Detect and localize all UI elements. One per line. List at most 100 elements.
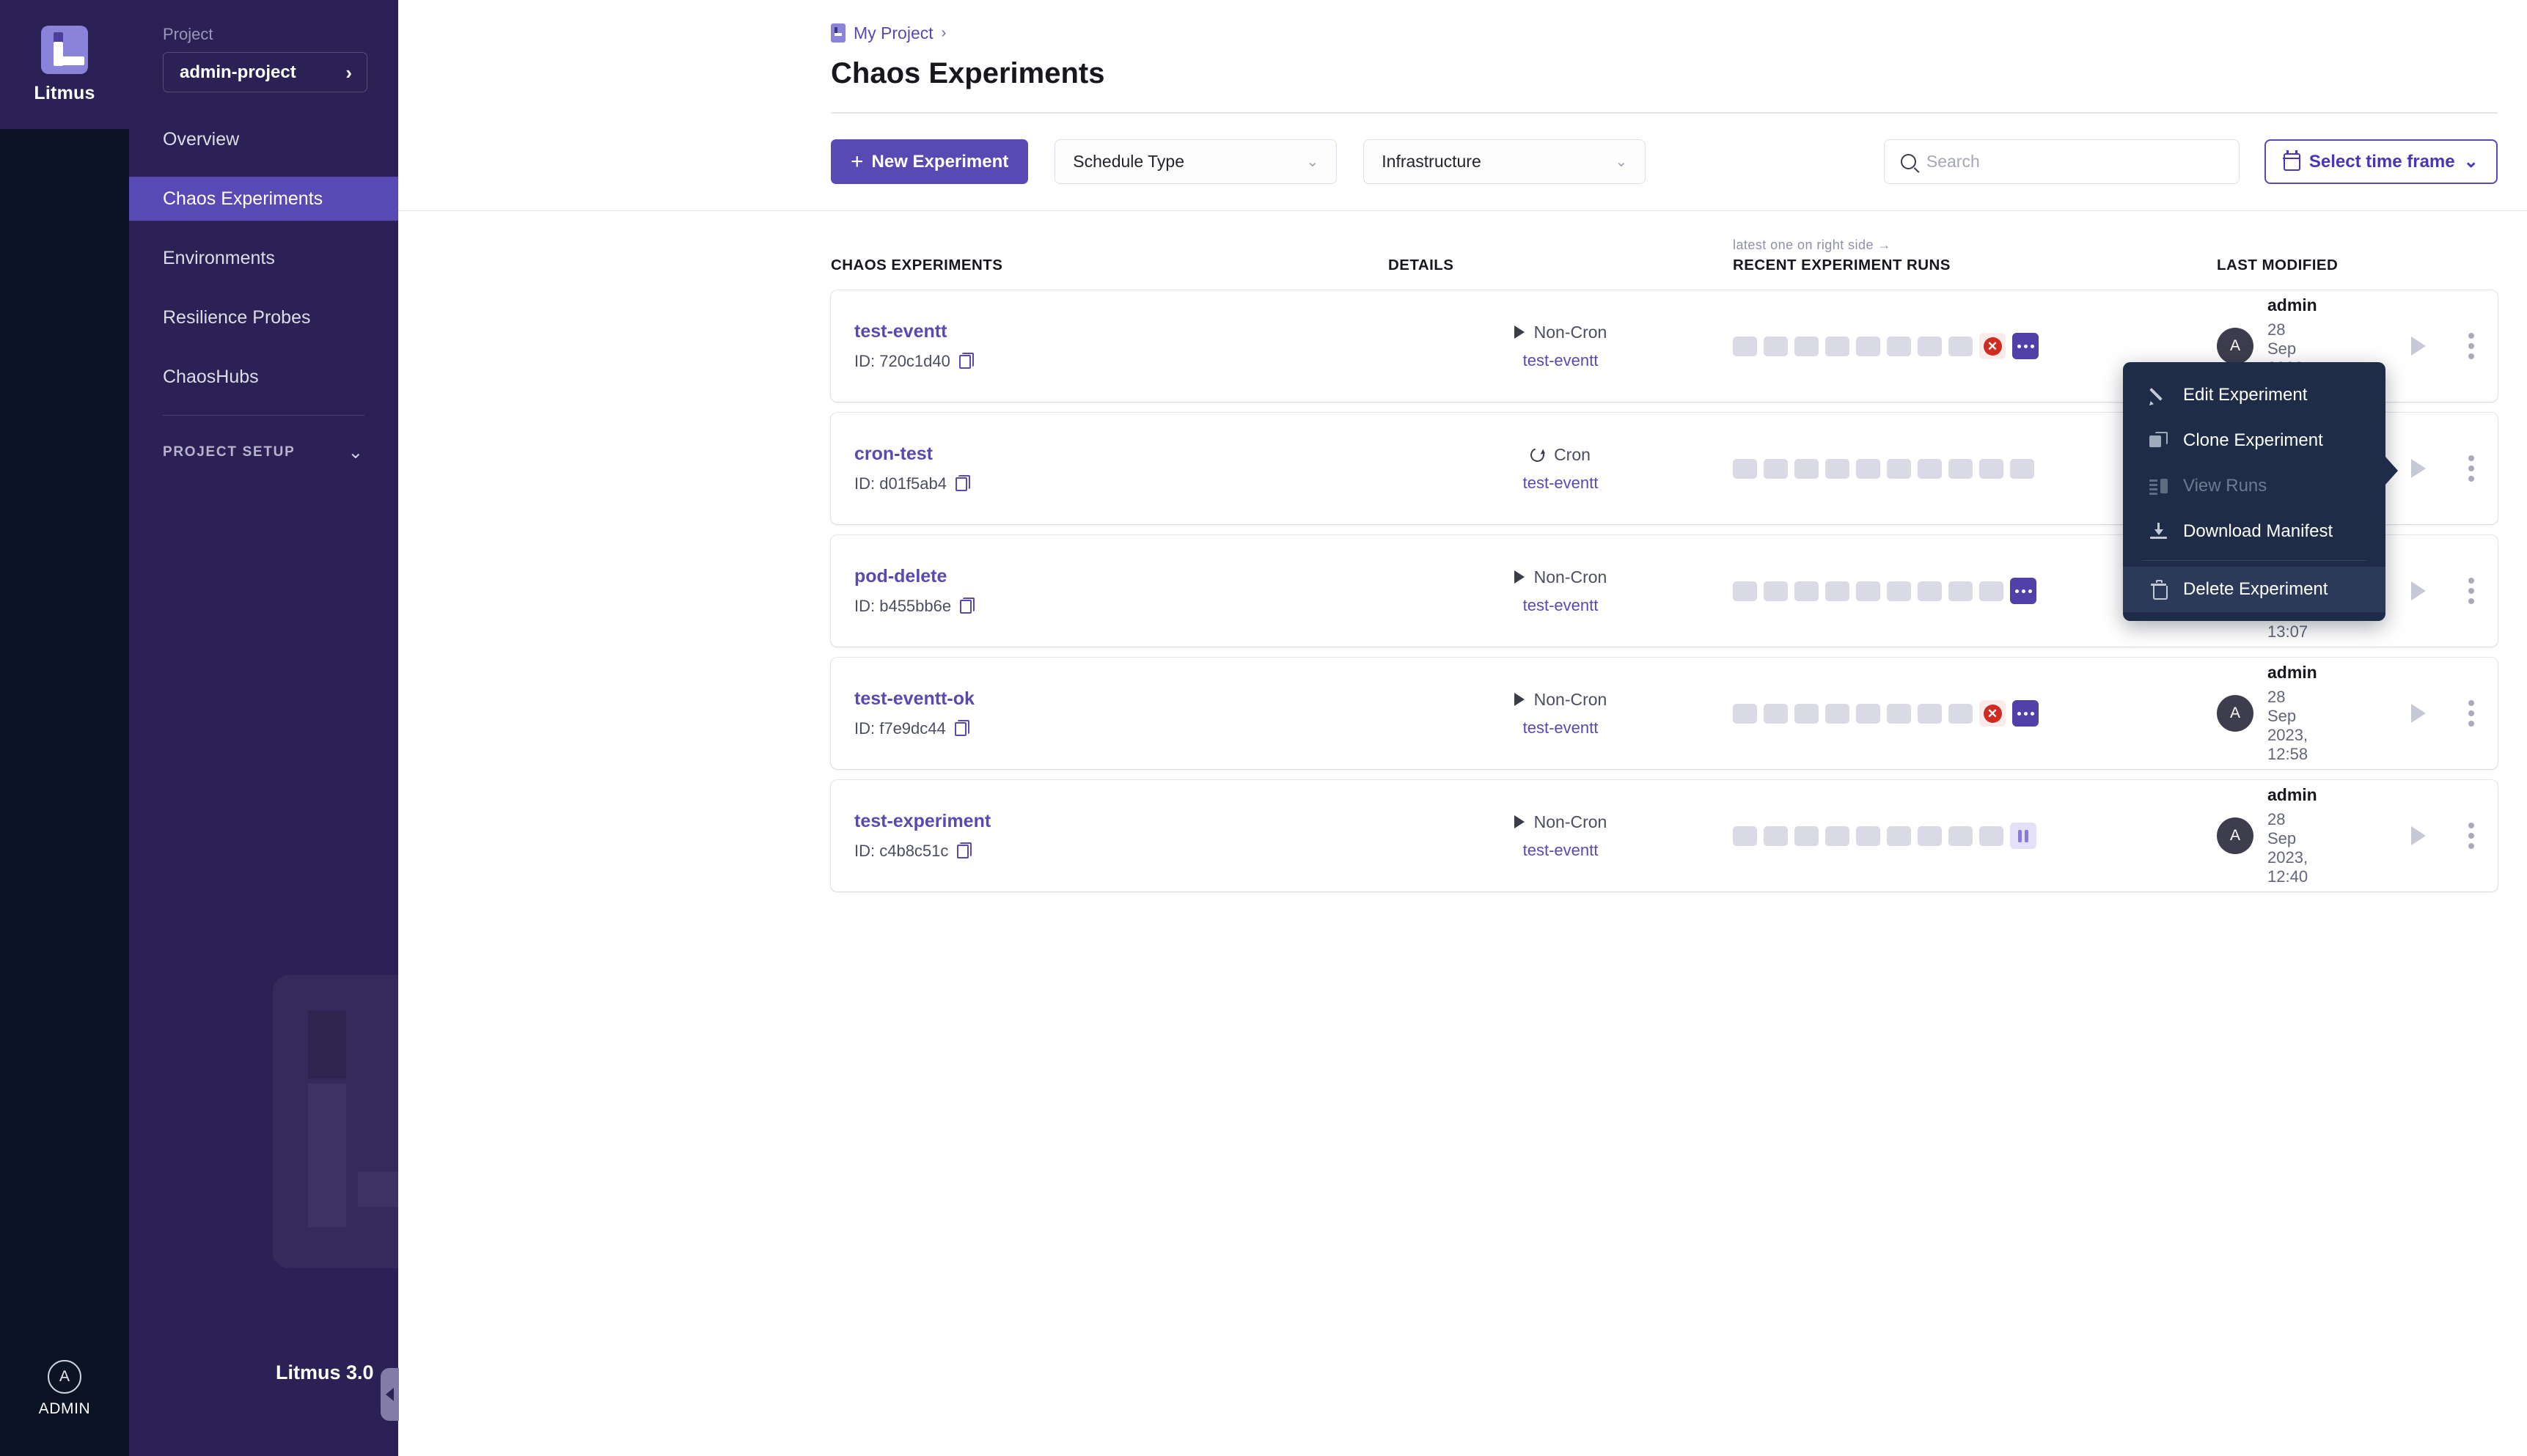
run-status-running[interactable] <box>2012 700 2039 727</box>
target-infra-link[interactable]: test-eventt <box>1522 595 1599 614</box>
run-status-empty <box>1733 581 1757 601</box>
schedule-type: Non-Cron <box>1514 567 1607 587</box>
menu-item-delete-experiment-label: Delete Experiment <box>2183 579 2328 600</box>
run-status-empty <box>1794 703 1819 724</box>
schedule-type-label: Non-Cron <box>1533 812 1607 831</box>
toolbar: + New Experiment Schedule Type ⌄ Infrast… <box>398 114 2527 210</box>
sidebar-item-overview[interactable]: Overview <box>163 128 240 150</box>
run-experiment-button[interactable] <box>2410 826 2426 845</box>
select-time-frame-button[interactable]: Select time frame ⌄ <box>2264 139 2498 184</box>
avatar: A <box>2217 817 2253 854</box>
run-status-empty <box>1733 703 1757 724</box>
experiment-id: ID: 720c1d40 <box>854 352 950 370</box>
table-row[interactable]: test-eventt-ok ID: f7e9dc44 Non-Cron tes… <box>831 658 2498 769</box>
copy-icon[interactable] <box>958 352 974 369</box>
run-status-paused[interactable] <box>2010 823 2036 849</box>
experiment-name-link[interactable]: pod-delete <box>854 566 947 587</box>
run-status-error[interactable]: ✕ <box>1979 700 2006 727</box>
rail-admin[interactable]: A ADMIN <box>0 1360 129 1418</box>
sidebar-project-label: Project <box>163 25 213 43</box>
sidebar-item-chaos-experiments[interactable]: Chaos Experiments <box>129 177 398 221</box>
recent-runs-cell: ✕ <box>1733 700 2217 727</box>
runs-hint-label: latest one on right side → <box>1733 238 1891 252</box>
new-experiment-button[interactable]: + New Experiment <box>831 139 1029 184</box>
project-selector[interactable]: admin-project › <box>163 52 367 92</box>
run-experiment-button[interactable] <box>2410 581 2426 600</box>
run-status-empty <box>1856 336 1880 356</box>
experiment-id-row: ID: b455bb6e <box>854 597 1388 616</box>
experiment-id: ID: d01f5ab4 <box>854 474 947 493</box>
copy-icon[interactable] <box>955 474 970 491</box>
sidebar-collapse-handle[interactable] <box>381 1368 399 1421</box>
admin-avatar[interactable]: A <box>48 1360 81 1394</box>
infrastructure-select[interactable]: Infrastructure ⌄ <box>1363 139 1646 184</box>
chevron-right-icon: › <box>345 61 352 84</box>
row-context-menu: Edit Experiment Clone Experiment View Ru… <box>2123 362 2398 622</box>
experiment-cell: test-eventt ID: 720c1d40 <box>854 321 1388 371</box>
experiment-id-row: ID: f7e9dc44 <box>854 719 1388 738</box>
search-input[interactable] <box>1926 152 2223 172</box>
toolbar-divider <box>398 210 2527 211</box>
breadcrumb-label[interactable]: My Project <box>854 23 934 43</box>
run-status-empty <box>1918 703 1942 724</box>
sidebar-item-chaoshubs[interactable]: ChaosHubs <box>163 366 259 387</box>
target-infra-link[interactable]: test-eventt <box>1522 840 1599 859</box>
play-triangle-icon <box>1514 693 1525 706</box>
chevron-down-icon: ⌄ <box>1306 154 1319 170</box>
experiment-name-link[interactable]: test-eventt <box>854 321 947 342</box>
copy-icon[interactable] <box>954 719 969 736</box>
run-status-empty <box>2010 458 2034 479</box>
run-status-running[interactable] <box>2010 578 2036 604</box>
run-status-empty <box>1733 458 1757 479</box>
menu-item-clone-experiment[interactable]: Clone Experiment <box>2123 418 2385 463</box>
list-bars-icon <box>2149 477 2168 496</box>
recent-runs-cell: ✕ <box>1733 333 2217 359</box>
search-box[interactable] <box>1883 139 2240 184</box>
cron-refresh-icon <box>1527 445 1547 464</box>
run-status-empty <box>1856 458 1880 479</box>
target-infra-link[interactable]: test-eventt <box>1522 473 1599 492</box>
copy-icon[interactable] <box>957 842 972 858</box>
sidebar-project-setup[interactable]: PROJECT SETUP ⌄ <box>129 438 398 467</box>
menu-item-delete-experiment[interactable]: Delete Experiment <box>2123 567 2385 613</box>
run-status-empty <box>1948 703 1973 724</box>
row-menu-button[interactable] <box>2464 573 2479 608</box>
row-menu-button[interactable] <box>2464 696 2479 731</box>
row-menu-button[interactable] <box>2464 328 2479 364</box>
breadcrumb-separator: › <box>941 24 947 41</box>
row-menu-button[interactable] <box>2464 451 2479 486</box>
schedule-type-label: Schedule Type <box>1073 152 1185 171</box>
menu-item-edit-experiment[interactable]: Edit Experiment <box>2123 372 2385 418</box>
run-status-empty <box>1948 581 1973 601</box>
run-status-error[interactable]: ✕ <box>1979 333 2006 359</box>
run-experiment-button[interactable] <box>2410 704 2426 723</box>
row-menu-button[interactable] <box>2464 818 2479 853</box>
run-experiment-button[interactable] <box>2410 337 2426 356</box>
trash-icon <box>2149 580 2168 600</box>
table-row[interactable]: test-experiment ID: c4b8c51c Non-Cron te… <box>831 780 2498 891</box>
experiment-name-link[interactable]: test-eventt-ok <box>854 688 975 709</box>
sidebar-item-resilience-probes[interactable]: Resilience Probes <box>163 306 311 328</box>
run-status-empty <box>1979 826 2003 846</box>
experiment-cell: cron-test ID: d01f5ab4 <box>854 444 1388 493</box>
run-status-empty <box>1887 458 1911 479</box>
admin-label: ADMIN <box>38 1400 91 1417</box>
new-experiment-label: New Experiment <box>871 151 1009 172</box>
time-frame-label: Select time frame <box>2308 151 2455 172</box>
experiment-name-link[interactable]: cron-test <box>854 444 933 464</box>
rail-brand[interactable]: Litmus <box>0 0 129 129</box>
copy-icon[interactable] <box>960 597 975 614</box>
target-infra-link[interactable]: test-eventt <box>1522 718 1599 737</box>
experiment-name-link[interactable]: test-experiment <box>854 811 991 831</box>
target-infra-link[interactable]: test-eventt <box>1522 350 1599 369</box>
run-status-running[interactable] <box>2012 333 2039 359</box>
run-experiment-button[interactable] <box>2410 459 2426 478</box>
collapse-left-icon <box>386 1388 394 1401</box>
schedule-type-select[interactable]: Schedule Type ⌄ <box>1055 139 1338 184</box>
breadcrumb[interactable]: My Project › <box>831 19 2498 47</box>
sidebar-item-environments[interactable]: Environments <box>163 247 275 268</box>
pencil-icon <box>2149 386 2168 405</box>
menu-item-download-manifest[interactable]: Download Manifest <box>2123 509 2385 554</box>
schedule-type: Non-Cron <box>1514 690 1607 710</box>
schedule-type-label: Non-Cron <box>1533 567 1607 587</box>
